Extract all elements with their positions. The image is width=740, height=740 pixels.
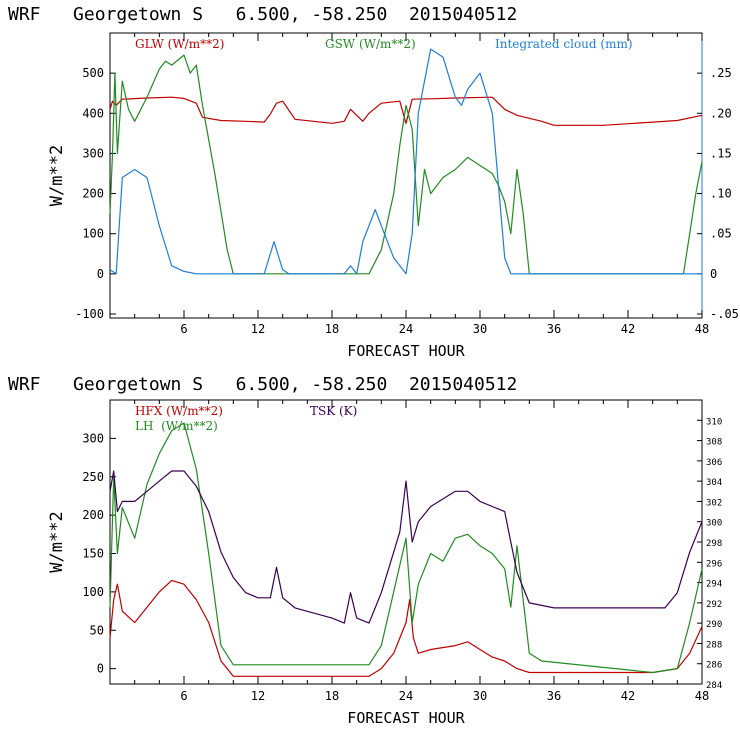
- y-tick-label: 50: [90, 623, 104, 637]
- legend-entry: LH (W/m**2): [135, 419, 218, 433]
- x-axis-label: FORECAST HOUR: [347, 709, 465, 727]
- y-tick-label: 400: [82, 106, 104, 120]
- y-tick-label: 200: [82, 187, 104, 201]
- y-axis-label: W/m**2: [47, 145, 67, 206]
- y2-tick-label: 294: [706, 580, 722, 590]
- y2-tick-label: 0: [710, 267, 717, 281]
- legend-entry: HFX (W/m**2): [135, 404, 223, 418]
- y-tick-label: 0: [97, 662, 104, 676]
- y2-tick-label: 296: [706, 559, 722, 569]
- legend-entry: GLW (W/m**2): [135, 37, 224, 51]
- y-tick-label: 150: [82, 547, 104, 561]
- x-tick-label: 18: [325, 322, 339, 336]
- x-tick-label: 12: [251, 689, 265, 703]
- y-tick-label: 300: [82, 431, 104, 445]
- y2-tick-label: .25: [710, 66, 732, 80]
- y2-tick-label: 292: [706, 600, 722, 610]
- y2-tick-label: 288: [706, 640, 722, 650]
- y-tick-label: 250: [82, 470, 104, 484]
- y2-tick-label: 286: [706, 661, 722, 671]
- x-tick-label: 36: [547, 322, 561, 336]
- chart-title: WRF Georgetown S 6.500, -58.250 20150405…: [8, 374, 517, 395]
- y2-tick-label: 302: [706, 498, 722, 508]
- y-tick-label: 0: [97, 267, 104, 281]
- x-tick-label: 6: [180, 689, 187, 703]
- chart-panel-top: WRF Georgetown S 6.500, -58.250 20150405…: [8, 4, 739, 360]
- y2-tick-label: 284: [706, 681, 722, 691]
- y2-tick-label: .20: [710, 106, 732, 120]
- series-line: [109, 96, 703, 126]
- chart-panel-bottom: WRF Georgetown S 6.500, -58.250 20150405…: [8, 374, 722, 727]
- y-tick-label: 200: [82, 508, 104, 522]
- y-tick-label: 100: [82, 585, 104, 599]
- y-tick-label: -100: [75, 307, 104, 321]
- series-line: [109, 470, 703, 624]
- series-line: [109, 54, 703, 275]
- y2-tick-label: 310: [706, 417, 722, 427]
- y2-tick-label: 308: [706, 438, 722, 448]
- plot-frame: [109, 32, 703, 319]
- legend-entry: TSK (K): [310, 404, 357, 418]
- x-tick-label: 30: [473, 322, 487, 336]
- y2-tick-label: 298: [706, 539, 722, 549]
- chart-title: WRF Georgetown S 6.500, -58.250 20150405…: [8, 4, 517, 25]
- y-tick-label: 300: [82, 146, 104, 160]
- y2-tick-label: 290: [706, 620, 722, 630]
- x-tick-label: 36: [547, 689, 561, 703]
- series-line: [109, 579, 703, 677]
- x-tick-label: 48: [695, 689, 709, 703]
- x-tick-label: 6: [180, 322, 187, 336]
- y2-tick-label: .10: [710, 187, 732, 201]
- legend-entry: Integrated cloud (mm): [495, 37, 633, 51]
- x-tick-label: 24: [399, 322, 413, 336]
- series-line: [109, 48, 702, 275]
- y2-tick-label: 300: [706, 519, 722, 529]
- legend-entry: GSW (W/m**2): [325, 37, 416, 51]
- y2-tick-label: .15: [710, 146, 732, 160]
- y2-tick-label: -.05: [710, 307, 739, 321]
- y-tick-label: 100: [82, 227, 104, 241]
- x-tick-label: 30: [473, 689, 487, 703]
- x-tick-label: 48: [695, 322, 709, 336]
- y2-tick-label: .05: [710, 227, 732, 241]
- x-tick-label: 42: [621, 689, 635, 703]
- series-line: [109, 422, 703, 674]
- x-tick-label: 18: [325, 689, 339, 703]
- x-axis-label: FORECAST HOUR: [347, 342, 465, 360]
- y2-tick-label: 306: [706, 458, 722, 468]
- x-tick-label: 42: [621, 322, 635, 336]
- y2-tick-label: 304: [706, 478, 722, 488]
- y-tick-label: 500: [82, 66, 104, 80]
- y-axis-label: W/m**2: [47, 511, 67, 572]
- x-tick-label: 24: [399, 689, 413, 703]
- x-tick-label: 12: [251, 322, 265, 336]
